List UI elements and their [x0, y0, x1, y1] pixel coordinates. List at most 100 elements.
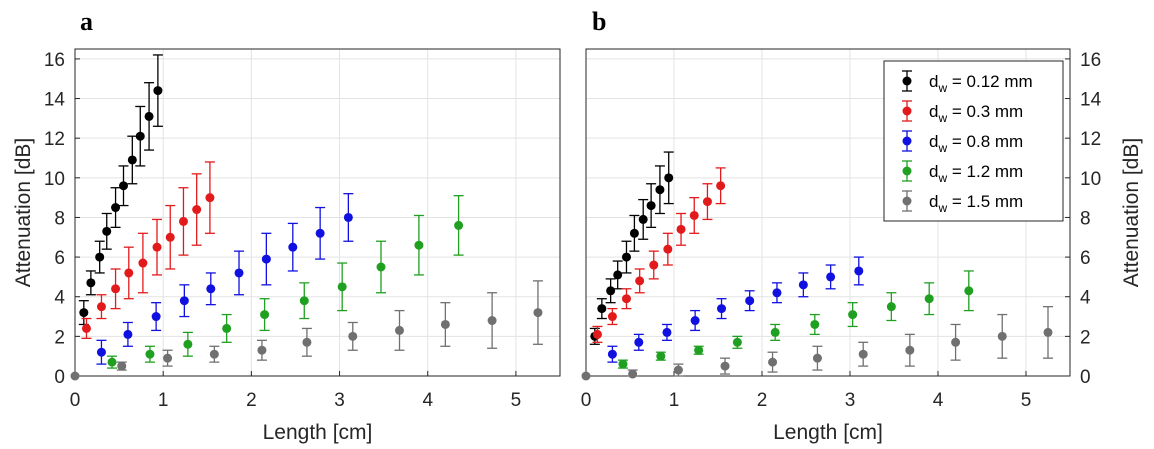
y-tick-label: 6: [1080, 248, 1091, 269]
data-point: [613, 270, 623, 280]
series-4: [70, 280, 543, 381]
data-point: [649, 260, 659, 270]
data-point: [145, 349, 155, 359]
data-point: [395, 325, 405, 335]
legend-box: [883, 60, 1064, 222]
legend-entry-label: dw = 1.2 mm: [929, 162, 1023, 185]
data-point: [581, 371, 591, 381]
data-point: [634, 337, 644, 347]
data-point: [826, 272, 836, 282]
data-point: [123, 329, 133, 339]
y-axis-label: Attenuation [dB]: [12, 138, 35, 287]
data-point: [770, 327, 780, 337]
data-point: [533, 308, 543, 318]
data-point: [95, 252, 105, 262]
data-point: [209, 349, 219, 359]
x-tick-label: 5: [511, 390, 522, 411]
x-tick-label: 3: [845, 390, 856, 411]
series-1: [592, 167, 726, 343]
data-point: [810, 319, 820, 329]
data-point: [178, 216, 188, 226]
data-point: [153, 86, 163, 96]
data-point: [107, 357, 117, 367]
data-point: [638, 214, 648, 224]
data-point: [673, 365, 683, 375]
x-tick-label: 2: [757, 390, 768, 411]
data-point: [96, 302, 106, 312]
data-point: [102, 226, 112, 236]
plot-area-frame: [74, 48, 561, 377]
data-point: [260, 310, 270, 320]
data-point: [222, 323, 232, 333]
x-tick-label: 4: [422, 390, 433, 411]
data-point: [848, 310, 858, 320]
y-tick-label: 16: [44, 50, 65, 71]
data-point: [964, 286, 974, 296]
data-point: [717, 304, 727, 314]
data-point: [111, 284, 121, 294]
data-point: [635, 276, 645, 286]
y-tick-label: 14: [1080, 90, 1102, 111]
data-point: [858, 349, 868, 359]
data-point: [152, 242, 162, 252]
data-point: [886, 302, 896, 312]
data-point: [607, 312, 617, 322]
y-tick-label: 10: [1080, 169, 1101, 190]
data-point: [86, 278, 96, 288]
legend-marker: [902, 136, 912, 146]
series-1: [81, 161, 215, 339]
data-point: [676, 224, 686, 234]
legend-marker: [902, 196, 912, 206]
data-point: [119, 181, 128, 191]
series-0: [589, 151, 674, 345]
data-point: [689, 210, 699, 220]
legend-entry-label: dw = 0.12 mm: [929, 72, 1033, 95]
data-point: [629, 228, 639, 238]
series-2: [96, 193, 354, 365]
y-tick-label: 2: [54, 327, 65, 348]
series-3: [617, 270, 974, 369]
data-point: [720, 361, 730, 371]
data-point: [440, 319, 450, 329]
data-point: [257, 345, 267, 355]
y-tick-label: 12: [44, 129, 65, 150]
data-point: [348, 331, 358, 341]
series-2: [607, 256, 864, 363]
data-point: [206, 284, 216, 294]
y-tick-label: 0: [1080, 367, 1091, 388]
legend-marker: [902, 76, 912, 86]
data-point: [111, 203, 121, 213]
data-point: [607, 349, 617, 359]
data-point: [621, 294, 631, 304]
data-point: [694, 345, 704, 355]
data-point: [628, 369, 638, 379]
data-point: [487, 316, 497, 326]
data-point: [234, 268, 244, 278]
data-point: [127, 155, 137, 165]
data-point: [337, 282, 347, 292]
legend: dw = 0.12 mm dw = 0.3 mm dw = 0.8 mm dw = 1…: [883, 60, 1064, 222]
data-point: [376, 262, 386, 272]
y-tick-label: 2: [1080, 327, 1091, 348]
x-tick-label: 3: [334, 390, 345, 411]
x-tick-label: 5: [1021, 390, 1032, 411]
data-point: [690, 316, 700, 326]
series-0: [78, 54, 163, 326]
data-point: [205, 193, 215, 203]
legend-entry-label: dw = 1.5 mm: [929, 192, 1023, 215]
data-point: [138, 258, 148, 268]
y-tick-label: 4: [54, 288, 65, 309]
x-axis-label: Length [cm]: [263, 421, 373, 444]
data-point: [854, 266, 864, 276]
x-tick-label: 0: [581, 390, 592, 411]
legend-marker: [902, 166, 912, 176]
data-point: [812, 353, 822, 363]
data-point: [299, 296, 309, 306]
data-point: [414, 240, 424, 250]
x-tick-label: 2: [246, 390, 257, 411]
data-point: [96, 347, 106, 357]
data-point: [1043, 327, 1053, 337]
data-point: [997, 331, 1007, 341]
